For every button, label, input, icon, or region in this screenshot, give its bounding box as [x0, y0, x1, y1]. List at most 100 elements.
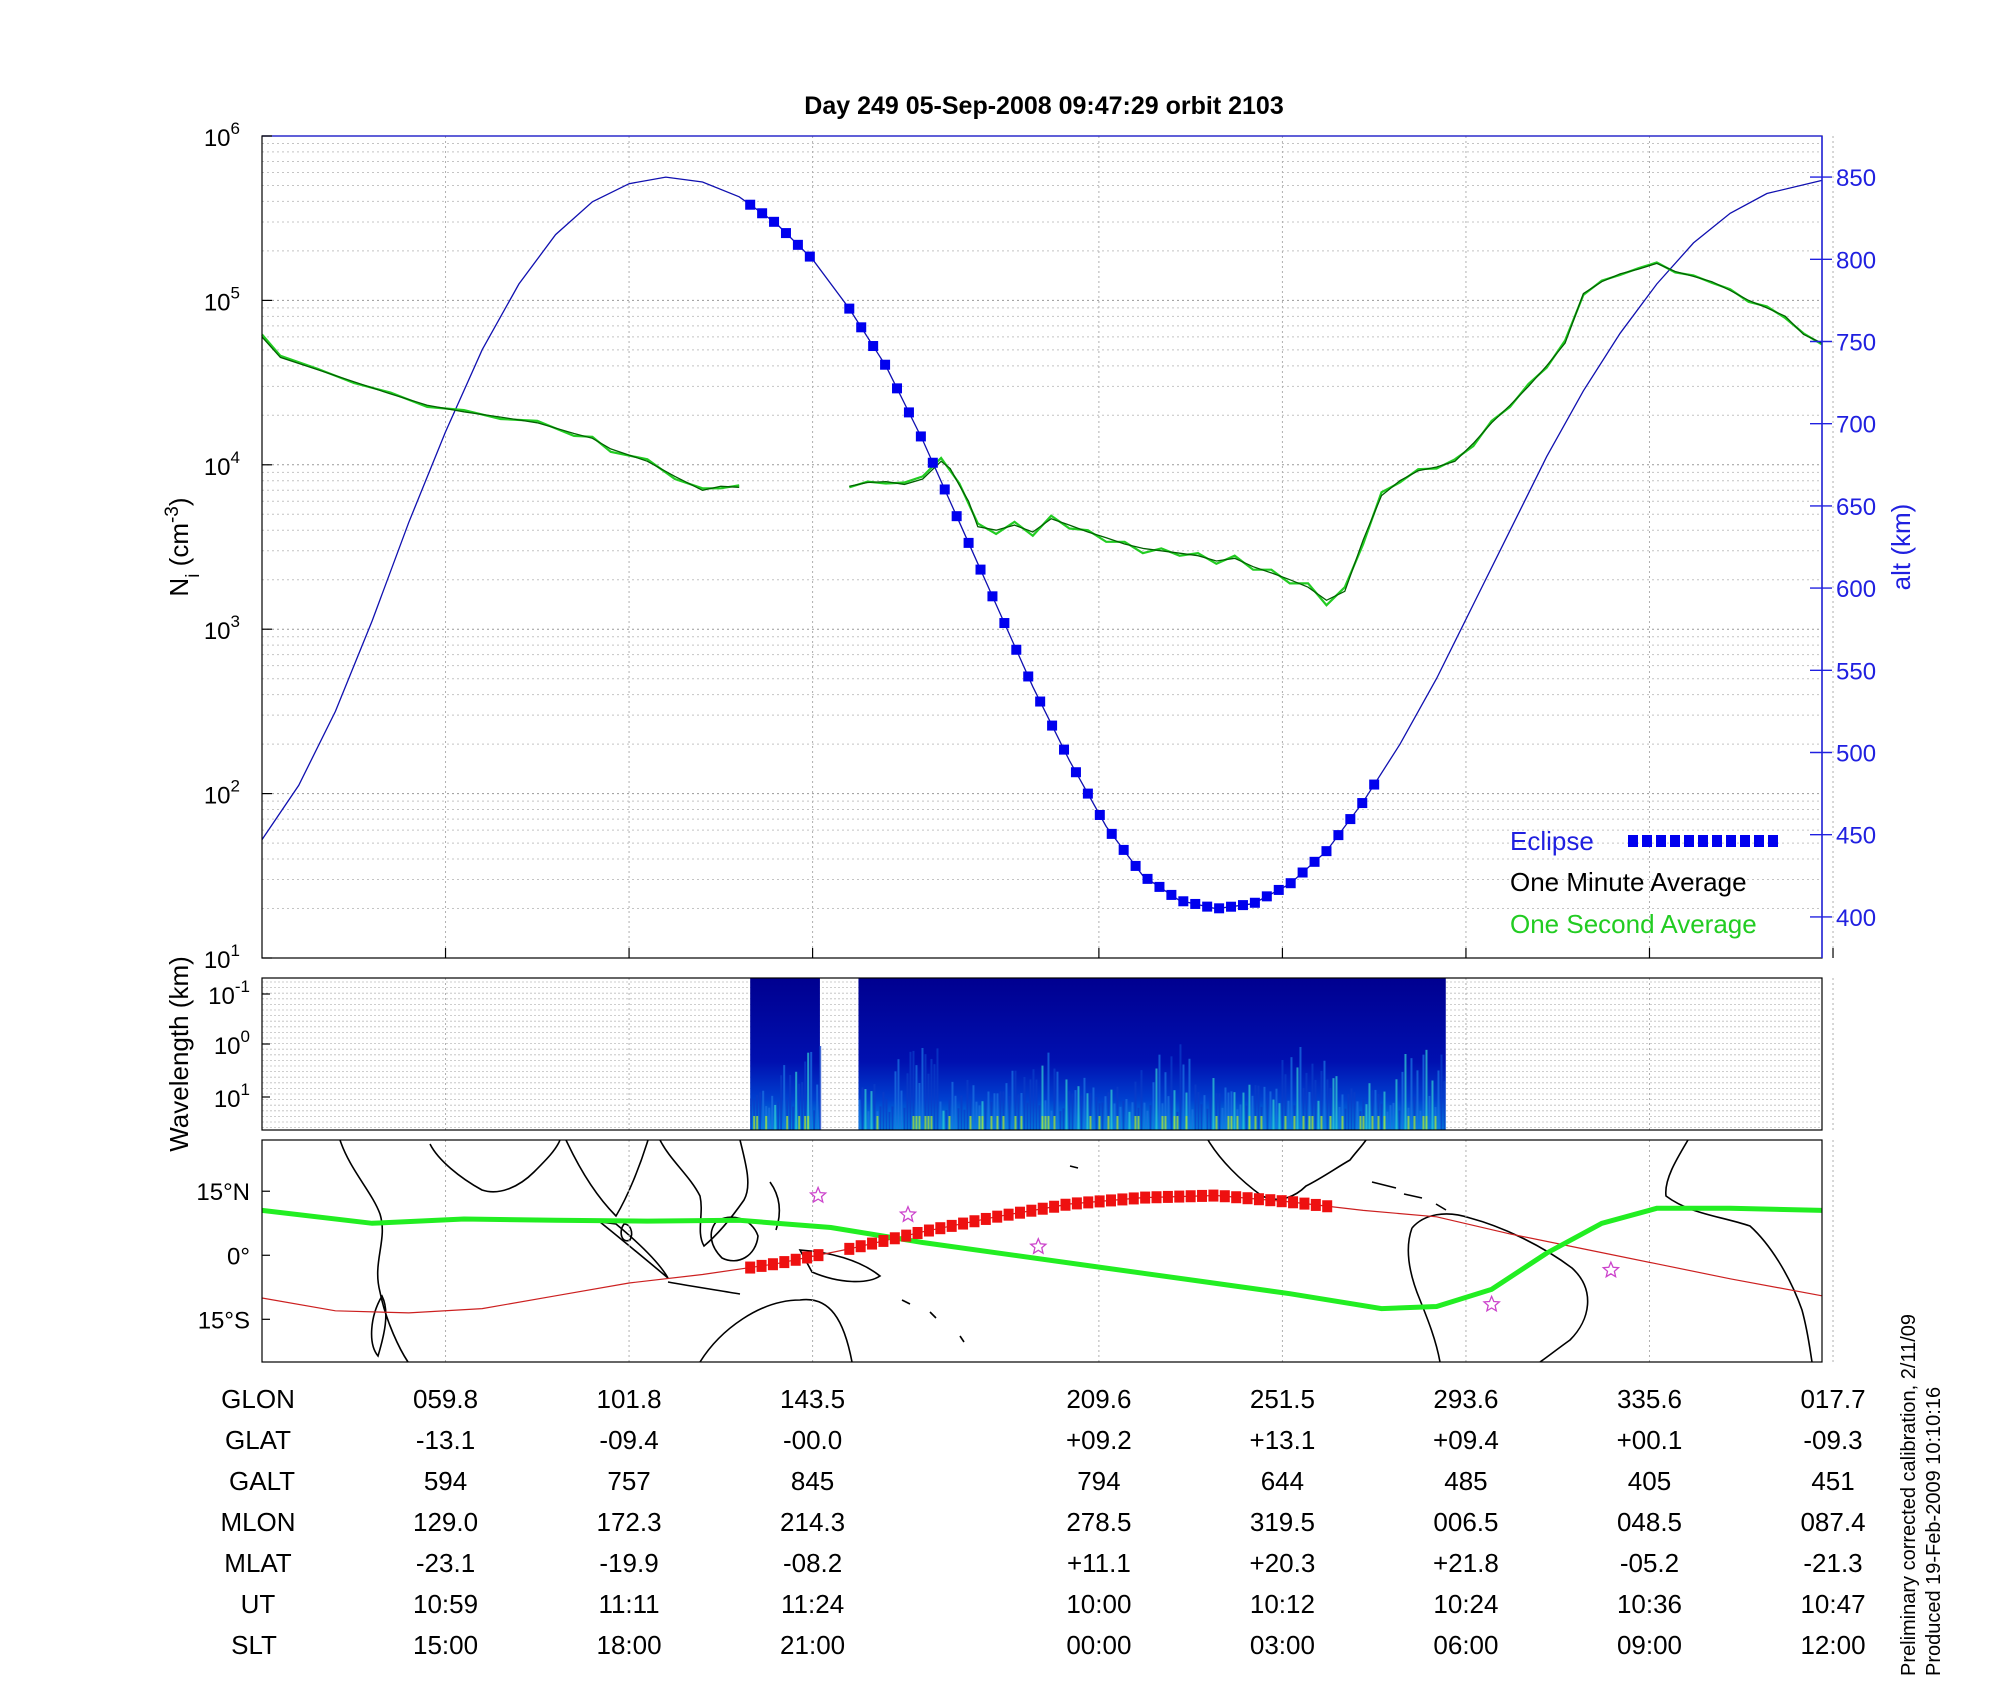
coast-australia: [699, 1298, 853, 1363]
ground-eclipse-marker: [1037, 1202, 1048, 1215]
spectrogram-streak: [993, 1093, 996, 1130]
spectrogram-peak: [1320, 1116, 1323, 1130]
spectrogram-streak: [1017, 1094, 1020, 1130]
altitude-tick-label: 650: [1836, 494, 1876, 521]
spectrogram-streak: [1398, 1110, 1401, 1130]
altitude-tick-label: 600: [1836, 576, 1876, 603]
spectrogram-streak: [1329, 1087, 1332, 1130]
spectrogram-streak: [882, 1091, 885, 1130]
table-cell: +09.4: [1433, 1425, 1499, 1455]
spectrogram-streak: [1125, 1099, 1128, 1130]
table-cell: 757: [607, 1466, 650, 1496]
star-marker: [1601, 1260, 1621, 1279]
spectrogram-streak: [939, 1101, 942, 1130]
table-cell: +00.1: [1617, 1425, 1683, 1455]
spectrogram-peak: [1377, 1116, 1380, 1130]
spectrogram-streak: [1425, 1049, 1428, 1130]
legend-second-label: One Second Average: [1510, 909, 1757, 939]
spectrogram-streak: [783, 1065, 786, 1130]
spectrogram-streak: [1050, 1110, 1053, 1130]
spectrogram-streak: [966, 1079, 969, 1130]
spectrogram-streak: [1395, 1079, 1398, 1130]
spectrogram-peak: [1215, 1116, 1218, 1130]
spectrogram-streak: [1356, 1101, 1359, 1130]
legend-eclipse-marker: [1768, 835, 1778, 847]
altitude-tick-label: 750: [1836, 330, 1876, 357]
ground-eclipse-marker: [767, 1258, 778, 1271]
table-row-label: GALT: [229, 1466, 295, 1496]
eclipse-marker: [987, 591, 998, 602]
ground-eclipse-marker: [1049, 1200, 1060, 1213]
spectrogram-streak: [1131, 1102, 1134, 1130]
table-cell: 10:24: [1433, 1589, 1498, 1619]
ground-eclipse-marker: [946, 1219, 957, 1232]
spectrogram-streak: [1059, 1111, 1062, 1130]
table-row-label: UT: [241, 1589, 276, 1619]
table-cell: +13.1: [1250, 1425, 1316, 1455]
spectrogram-streak: [1335, 1076, 1338, 1130]
eclipse-marker: [1345, 814, 1356, 825]
ground-eclipse-marker: [1106, 1194, 1117, 1207]
coast-north-america: [1207, 1139, 1367, 1201]
spectrogram-streak: [1326, 1079, 1329, 1130]
spectrogram-streak: [1047, 1052, 1050, 1130]
spectrogram-streak: [1041, 1065, 1044, 1130]
spectrogram-peak: [1284, 1116, 1287, 1130]
table-cell: 06:00: [1433, 1630, 1498, 1660]
spectrogram-streak: [1014, 1070, 1017, 1130]
ground-eclipse-marker: [745, 1261, 756, 1274]
spectrogram-streak: [1338, 1107, 1341, 1130]
eclipse-marker: [1082, 788, 1093, 799]
coast-se-asia: [659, 1139, 749, 1248]
spectrogram-streak: [1170, 1056, 1173, 1130]
spectrogram-streak: [1254, 1085, 1257, 1130]
spectrogram-streak: [1401, 1071, 1404, 1130]
spectrogram-streak: [879, 1106, 882, 1130]
eclipse-marker: [1023, 671, 1034, 682]
spectrogram-peak: [996, 1116, 999, 1130]
spectrogram-streak: [873, 1084, 876, 1130]
spectrogram-peak: [1329, 1116, 1332, 1130]
spectrogram-streak: [870, 1091, 873, 1130]
table-cell: 319.5: [1250, 1507, 1315, 1537]
spectrogram-peak: [1341, 1116, 1344, 1130]
legend-eclipse-marker: [1754, 835, 1764, 847]
eclipse-marker: [1094, 809, 1105, 820]
spectrogram-streak: [1074, 1090, 1077, 1130]
table-cell: 10:12: [1250, 1589, 1315, 1619]
legend-eclipse-marker: [1684, 835, 1694, 847]
eclipse-marker: [1249, 897, 1260, 908]
spectrogram-streak: [801, 1082, 804, 1130]
eclipse-marker: [1357, 798, 1368, 809]
spectrogram-streak: [903, 1107, 906, 1130]
table-cell: 087.4: [1800, 1507, 1865, 1537]
spectrogram-peak: [1137, 1116, 1140, 1130]
spectrogram-streak: [861, 1087, 864, 1130]
eclipse-marker: [1106, 828, 1117, 839]
spectrogram-streak: [1299, 1046, 1302, 1130]
table-cell: +20.3: [1250, 1548, 1316, 1578]
ground-eclipse-marker: [756, 1259, 767, 1272]
spectrogram-peak: [1383, 1116, 1386, 1130]
table-cell: 451: [1811, 1466, 1854, 1496]
table-cell: +09.2: [1066, 1425, 1132, 1455]
ground-eclipse-marker: [1117, 1193, 1128, 1206]
spectrogram-peak: [1020, 1116, 1023, 1130]
table-row-label: GLON: [221, 1384, 295, 1414]
altitude-line: [261, 176, 1823, 910]
eclipse-marker: [1321, 846, 1332, 857]
table-cell: 00:00: [1066, 1630, 1131, 1660]
spectrogram-streak: [987, 1091, 990, 1130]
eclipse-marker: [1035, 696, 1046, 707]
spectrogram-streak: [807, 1052, 810, 1130]
ground-eclipse-marker: [844, 1242, 855, 1255]
table-cell: 405: [1628, 1466, 1671, 1496]
map-grid: [445, 1140, 1834, 1362]
spectrogram-peak: [1107, 1116, 1110, 1130]
spectrogram-streak: [1011, 1070, 1014, 1130]
spectrogram-peak: [756, 1116, 759, 1130]
ground-eclipse-marker: [1310, 1198, 1321, 1211]
legend-eclipse-marker: [1642, 835, 1652, 847]
spectrogram-panel: 10-1 100 101 Wavelength (km): [164, 956, 1834, 1152]
coast-java: [667, 1281, 741, 1295]
